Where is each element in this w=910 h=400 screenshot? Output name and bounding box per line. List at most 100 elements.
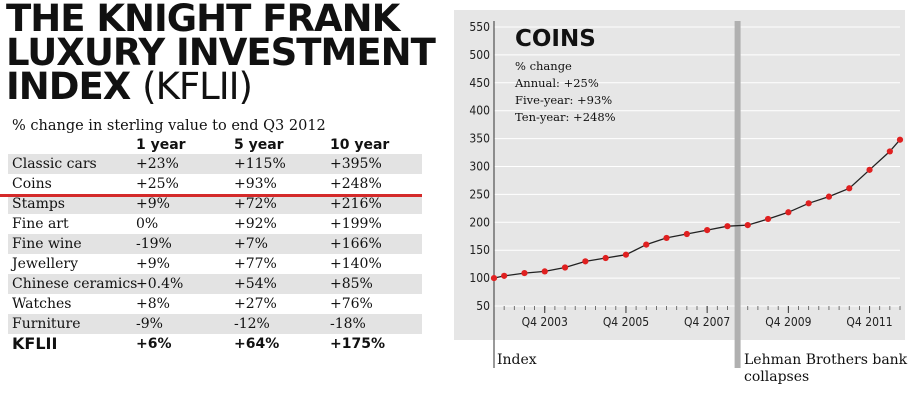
row-5-year: +77% [234, 256, 277, 272]
table-row: Stamps +9% +72% +216% [8, 194, 422, 214]
row-5-year: +72% [234, 196, 277, 212]
row-5-year: +54% [234, 276, 277, 292]
data-point [846, 185, 853, 192]
data-point [785, 209, 792, 216]
title-line-2: LUXURY INVESTMENT [6, 31, 436, 74]
column-header-1-year: 1 year [136, 137, 186, 153]
table-header-row: 1 year 5 year 10 year [8, 136, 422, 154]
data-point [805, 200, 812, 207]
coins-highlight-rule [0, 194, 422, 197]
title-line-3: INDEX (KFLII) [6, 68, 426, 105]
performance-table: 1 year 5 year 10 year Classic cars +23% … [8, 136, 422, 354]
page-title: THE KNIGHT FRANK LUXURY INVESTMENT INDEX… [6, 0, 436, 105]
row-1-year: -9% [136, 316, 163, 332]
data-point [501, 272, 508, 279]
row-label: Stamps [12, 196, 65, 212]
row-1-year: +6% [136, 336, 172, 352]
data-point [724, 223, 731, 230]
table-subtitle: % change in sterling value to end Q3 201… [12, 118, 326, 134]
y-tick-label: 50 [476, 299, 490, 313]
note-ten-year: Ten-year: +248% [515, 110, 616, 124]
table-row: Jewellery +9% +77% +140% [8, 254, 422, 274]
data-point [886, 148, 893, 155]
row-label: Chinese ceramics [12, 276, 138, 292]
row-10-year: +175% [330, 336, 385, 352]
column-header-5-year: 5 year [234, 137, 284, 153]
table-row: Chinese ceramics +0.4% +54% +85% [8, 274, 422, 294]
row-label: Classic cars [12, 156, 97, 172]
data-point [764, 215, 772, 223]
data-point [896, 136, 904, 143]
coins-series-line [493, 139, 901, 279]
row-10-year: +76% [330, 296, 373, 312]
x-tick-label: Q4 2003 [522, 315, 568, 329]
data-point [602, 254, 609, 262]
table-row: Fine art 0% +92% +199% [8, 214, 422, 234]
data-point [582, 258, 589, 265]
table-row: Furniture -9% -12% -18% [8, 314, 422, 334]
column-header-10-year: 10 year [330, 137, 390, 153]
y-tick-label: 250 [469, 187, 490, 201]
data-point [561, 264, 569, 271]
data-point [704, 227, 711, 234]
row-1-year: +9% [136, 256, 170, 272]
table-row-total: KFLII +6% +64% +175% [8, 334, 422, 354]
data-point [490, 275, 498, 282]
row-label: Coins [12, 176, 52, 192]
data-point [643, 241, 650, 248]
data-point [622, 251, 630, 258]
x-tick-label: Q4 2005 [603, 315, 649, 329]
row-10-year: -18% [330, 316, 366, 332]
row-10-year: +248% [330, 176, 382, 192]
data-point [683, 230, 690, 238]
row-1-year: +23% [136, 156, 179, 172]
note-five-year: Five-year: +93% [515, 93, 613, 107]
row-10-year: +85% [330, 276, 373, 292]
title-line-1: THE KNIGHT FRANK [6, 0, 400, 40]
row-5-year: +27% [234, 296, 277, 312]
y-tick-label: 100 [469, 271, 490, 285]
title-abbreviation: (KFLII) [142, 65, 253, 108]
row-5-year: +92% [234, 216, 277, 232]
coins-chart: 50 100 150 200 250 300 350 400 450 500 550 Q4 2003 Q… [454, 10, 905, 368]
row-5-year: +64% [234, 336, 280, 352]
x-tick-label: Q4 2011 [846, 315, 892, 329]
table-row-highlighted: Coins +25% +93% +248% [8, 174, 422, 194]
row-10-year: +216% [330, 196, 382, 212]
y-tick-label: 450 [469, 76, 490, 90]
row-5-year: +93% [234, 176, 277, 192]
y-tick-label: 150 [469, 243, 490, 257]
table-row: Watches +8% +27% +76% [8, 294, 422, 314]
row-label: KFLII [12, 334, 58, 353]
data-point [541, 268, 548, 275]
data-point [866, 166, 873, 173]
lehman-callout-line-1: Lehman Brothers bank [744, 352, 908, 368]
row-label: Watches [12, 296, 72, 312]
row-label: Jewellery [12, 256, 79, 272]
table-row: Fine wine -19% +7% +166% [8, 234, 422, 254]
lehman-callout-line-2: collapses [744, 369, 810, 385]
chart-title: COINS [515, 26, 596, 52]
y-tick-label: 200 [469, 215, 490, 229]
row-5-year: +115% [234, 156, 286, 172]
y-tick-label: 350 [469, 132, 490, 146]
y-tick-label: 300 [469, 160, 490, 174]
index-panel: THE KNIGHT FRANK LUXURY INVESTMENT INDEX… [0, 0, 436, 400]
row-1-year: +0.4% [136, 276, 184, 292]
title-index-word: INDEX [6, 65, 131, 108]
y-tick-label: 500 [469, 48, 490, 62]
y-tick-label: 550 [469, 20, 490, 34]
row-label: Furniture [12, 316, 81, 332]
row-label: Fine wine [12, 236, 82, 252]
row-label: Fine art [12, 216, 69, 232]
chart-canvas: 50 100 150 200 250 300 350 400 450 500 550 Q4 2003 Q… [469, 20, 904, 368]
data-point [825, 193, 833, 200]
chart-notes: % change Annual: +25% Five-year: +93% Te… [515, 58, 616, 126]
x-tick-label: Q4 2007 [684, 315, 730, 329]
data-point [744, 221, 751, 229]
row-5-year: -12% [234, 316, 270, 332]
data-point [663, 234, 670, 242]
row-1-year: +8% [136, 296, 170, 312]
row-1-year: +9% [136, 196, 170, 212]
row-1-year: +25% [136, 176, 179, 192]
